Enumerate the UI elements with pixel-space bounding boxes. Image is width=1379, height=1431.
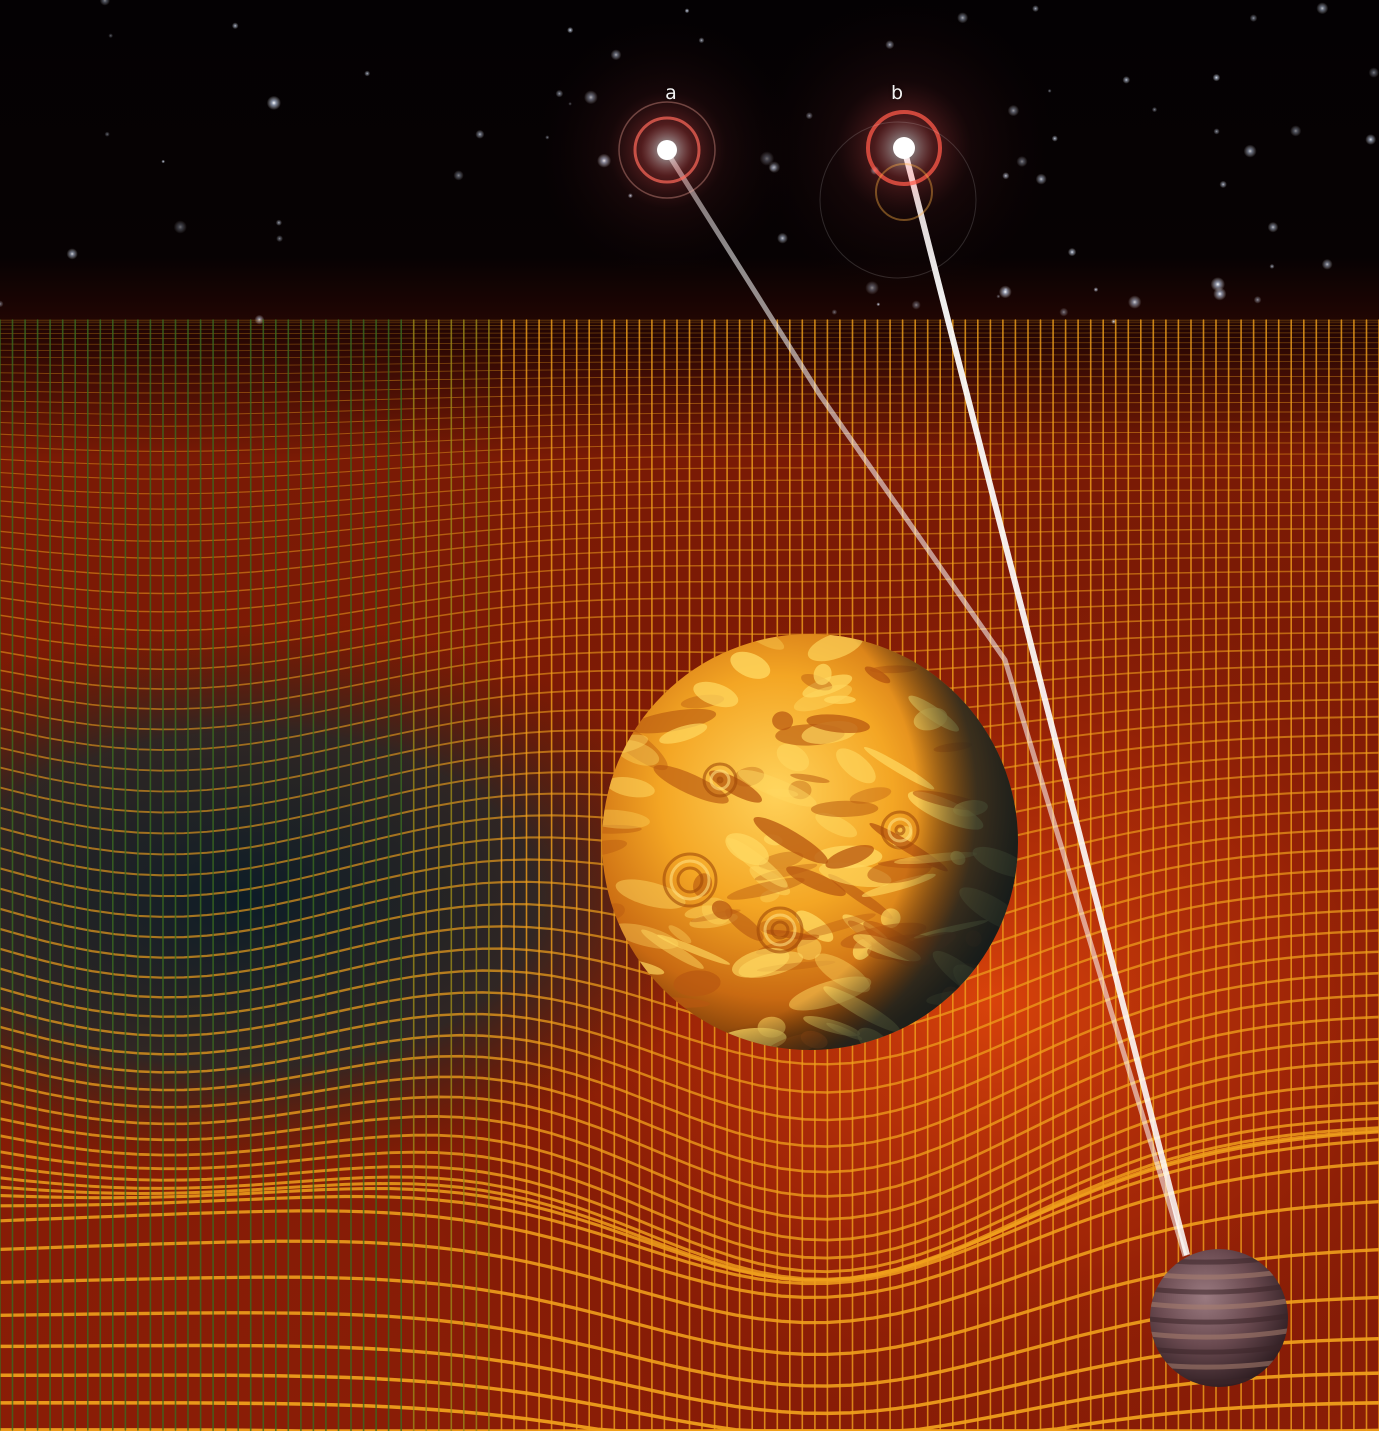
small-planet bbox=[1150, 1249, 1288, 1387]
star-label-b: b bbox=[890, 82, 904, 104]
star-label-a: a bbox=[665, 82, 677, 104]
bright-star-b bbox=[754, 0, 1054, 298]
light-ray-b bbox=[901, 147, 1190, 1256]
bright-star-a bbox=[537, 20, 797, 280]
light-ray-a bbox=[664, 150, 1188, 1257]
